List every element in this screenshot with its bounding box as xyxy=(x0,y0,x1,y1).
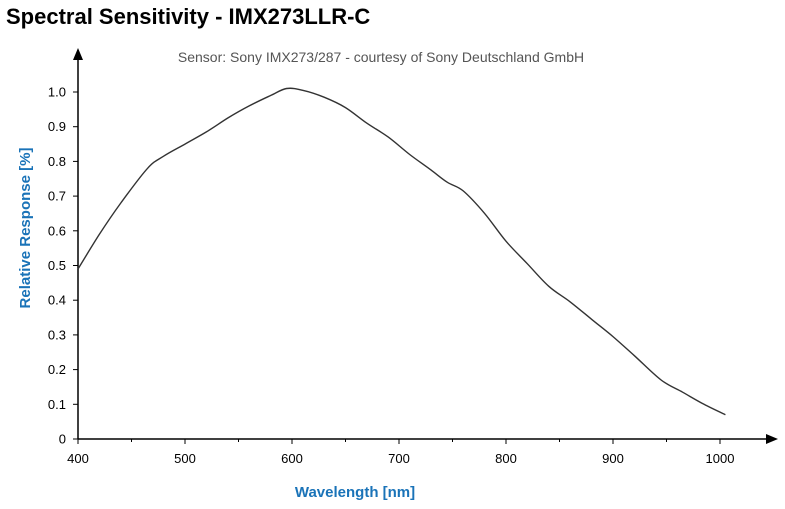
series-line xyxy=(77,87,726,416)
x-tick-label: 800 xyxy=(495,451,517,466)
x-axis-arrow xyxy=(766,434,778,444)
x-axis-title: Wavelength [nm] xyxy=(295,484,415,501)
y-tick-label: 0.7 xyxy=(48,189,66,204)
x-axis-ticks: 400 500 600 700 800 900 1000 xyxy=(67,439,734,466)
y-axis-ticks: 0 0.1 0.2 0.3 0.4 0.5 0.6 0.7 0.8 0.9 1.0 xyxy=(48,85,78,447)
y-tick-label: 0.6 xyxy=(48,223,66,238)
x-tick-label: 1000 xyxy=(706,451,735,466)
x-tick-label: 400 xyxy=(67,451,89,466)
x-tick-label: 600 xyxy=(281,451,303,466)
y-tick-label: 0.3 xyxy=(48,327,66,342)
page-title: Spectral Sensitivity - IMX273LLR-C xyxy=(6,4,371,29)
y-axis-title: Relative Response [%] xyxy=(17,148,34,309)
y-tick-label: 0.8 xyxy=(48,154,66,169)
x-tick-label: 900 xyxy=(602,451,624,466)
x-tick-label: 700 xyxy=(388,451,410,466)
y-tick-label: 0.4 xyxy=(48,293,66,308)
y-tick-label: 0.9 xyxy=(48,119,66,134)
y-axis-arrow xyxy=(73,48,83,60)
chart-subtitle: Sensor: Sony IMX273/287 - courtesy of So… xyxy=(178,49,584,65)
x-tick-label: 500 xyxy=(174,451,196,466)
y-tick-label: 1.0 xyxy=(48,85,66,100)
y-tick-label: 0.2 xyxy=(48,362,66,377)
axes xyxy=(73,48,778,444)
y-tick-label: 0.5 xyxy=(48,258,66,273)
y-tick-label: 0 xyxy=(59,432,66,447)
y-tick-label: 0.1 xyxy=(48,397,66,412)
